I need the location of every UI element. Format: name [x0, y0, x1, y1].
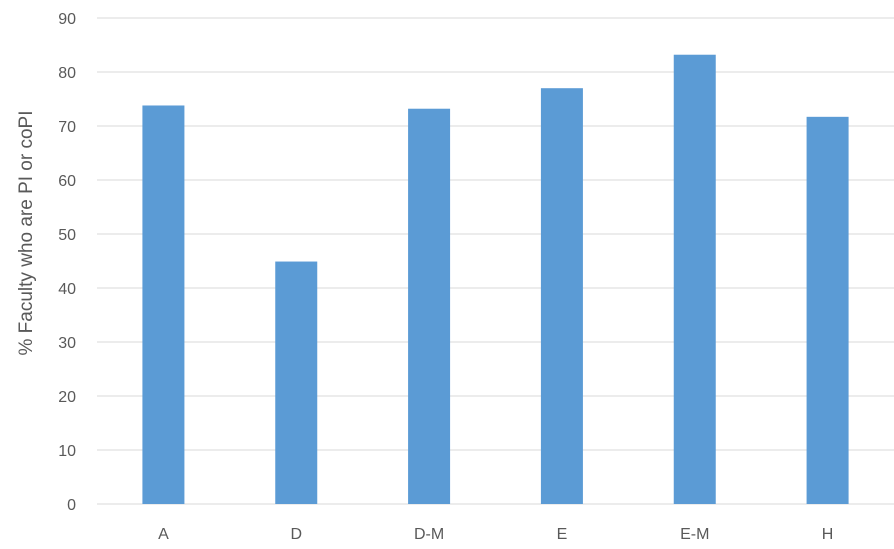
- bar-a: [142, 105, 185, 504]
- gridlines: [97, 17, 894, 505]
- x-tick-label: A: [158, 526, 169, 543]
- y-axis-tick-labels: 0 10 20 30 40 50 60 70 80 90: [58, 11, 76, 514]
- y-tick-label: 70: [58, 119, 76, 136]
- y-tick-label: 90: [58, 11, 76, 28]
- y-axis-title: % Faculty who are PI or coPI: [16, 111, 37, 356]
- y-tick-label: 80: [58, 65, 76, 82]
- bar-e-m: [673, 54, 716, 504]
- y-tick-label: 30: [58, 335, 76, 352]
- x-tick-label: H: [822, 526, 834, 543]
- x-tick-label: D-M: [414, 526, 444, 543]
- bar-e: [540, 88, 583, 504]
- y-tick-label: 20: [58, 389, 76, 406]
- bar-d: [275, 261, 318, 504]
- x-axis-tick-labels: A D D-M E E-M H: [158, 526, 833, 543]
- bar-d-m: [408, 108, 451, 504]
- y-tick-label: 10: [58, 443, 76, 460]
- bar-h: [806, 116, 849, 504]
- x-tick-label: E: [557, 526, 568, 543]
- y-tick-label: 0: [67, 497, 76, 514]
- x-tick-label: E-M: [680, 526, 709, 543]
- y-tick-label: 50: [58, 227, 76, 244]
- x-tick-label: D: [290, 526, 302, 543]
- bars: [142, 54, 849, 504]
- y-tick-label: 60: [58, 173, 76, 190]
- y-tick-label: 40: [58, 281, 76, 298]
